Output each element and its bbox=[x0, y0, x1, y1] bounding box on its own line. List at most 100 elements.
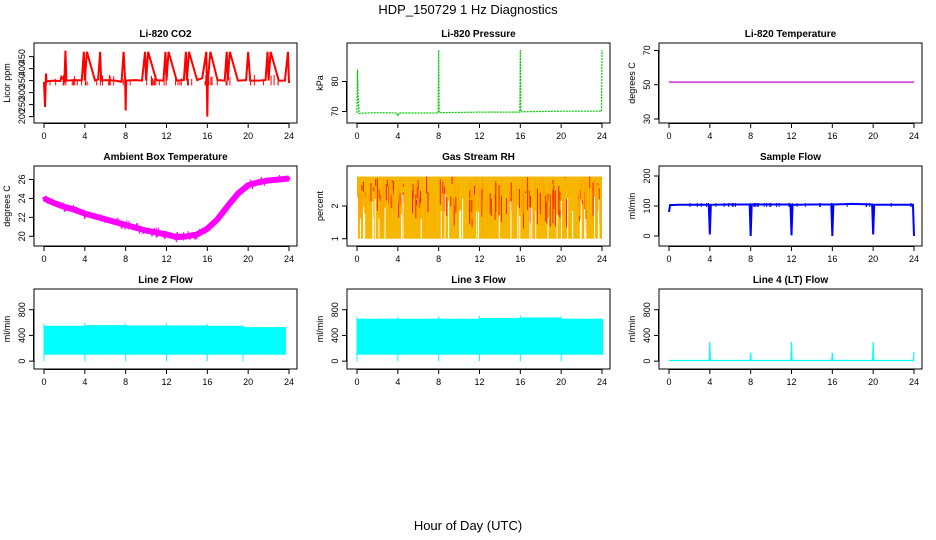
x-tick-label: 24 bbox=[597, 254, 607, 264]
area-block bbox=[397, 318, 439, 355]
y-tick-label: 200 bbox=[17, 109, 27, 124]
y-tick-label: 250 bbox=[17, 97, 27, 112]
panel-title: Line 3 Flow bbox=[451, 275, 506, 286]
figure-title: HDP_150729 1 Hz Diagnostics bbox=[378, 2, 558, 17]
x-tick-label: 24 bbox=[597, 131, 607, 141]
y-axis-label: degrees C bbox=[627, 62, 637, 104]
area-block bbox=[357, 318, 398, 355]
y-tick-label: 0 bbox=[17, 359, 27, 364]
x-tick-label: 8 bbox=[123, 254, 128, 264]
series-line bbox=[669, 341, 915, 362]
x-tick-label: 16 bbox=[827, 254, 837, 264]
x-tick-label: 4 bbox=[395, 377, 400, 387]
x-tick-label: 20 bbox=[243, 377, 253, 387]
y-axis-label: percent bbox=[315, 190, 325, 221]
y-tick-label: 80 bbox=[330, 76, 340, 86]
x-tick-label: 8 bbox=[748, 131, 753, 141]
chart-panel-7: Line 2 Flow ml/min 0 4 8 12 16 20 24 0 400 800 bbox=[2, 275, 298, 387]
x-tick-label: 20 bbox=[868, 131, 878, 141]
chart-panel-6: Sample Flow ml/min 0 4 8 12 16 20 24 0 100 200 bbox=[627, 152, 923, 264]
y-tick-label: 30 bbox=[642, 114, 652, 124]
x-tick-label: 20 bbox=[868, 377, 878, 387]
y-tick-label: 450 bbox=[17, 49, 27, 64]
x-tick-label: 20 bbox=[243, 131, 253, 141]
y-tick-label: 400 bbox=[17, 328, 27, 343]
x-tick-label: 20 bbox=[556, 377, 566, 387]
x-tick-label: 4 bbox=[82, 254, 87, 264]
panel-title: Li-820 CO2 bbox=[139, 29, 192, 40]
panel-title: Li-820 Pressure bbox=[441, 29, 516, 40]
area-block bbox=[84, 325, 126, 355]
x-tick-label: 20 bbox=[243, 254, 253, 264]
y-axis-label: ml/min bbox=[315, 316, 325, 343]
chart-panel-8: Line 3 Flow ml/min 0 4 8 12 16 20 24 0 400 800 bbox=[315, 275, 611, 387]
x-tick-label: 20 bbox=[868, 254, 878, 264]
x-tick-label: 12 bbox=[161, 131, 171, 141]
x-tick-label: 12 bbox=[161, 377, 171, 387]
y-tick-label: 70 bbox=[642, 45, 652, 55]
y-axis-label: Licor ppm bbox=[2, 63, 12, 103]
x-tick-label: 4 bbox=[82, 377, 87, 387]
x-tick-label: 8 bbox=[436, 254, 441, 264]
x-tick-label: 24 bbox=[597, 377, 607, 387]
x-tick-label: 8 bbox=[436, 377, 441, 387]
x-tick-label: 20 bbox=[556, 131, 566, 141]
plot-frame bbox=[658, 42, 923, 124]
chart-panel-4: Ambient Box Temperature degrees C 0 4 8 12 16 2… bbox=[2, 152, 298, 264]
x-tick-label: 12 bbox=[786, 254, 796, 264]
area-block bbox=[44, 325, 85, 355]
x-tick-label: 8 bbox=[436, 131, 441, 141]
area-block bbox=[243, 327, 285, 355]
y-tick-label: 70 bbox=[330, 106, 340, 116]
panel-title: Ambient Box Temperature bbox=[103, 152, 228, 163]
x-tick-label: 4 bbox=[707, 377, 712, 387]
y-tick-label: 24 bbox=[17, 193, 27, 203]
area-block bbox=[520, 317, 562, 355]
x-tick-label: 0 bbox=[41, 131, 46, 141]
x-axis-title: Hour of Day (UTC) bbox=[413, 518, 523, 533]
y-axis-label: ml/min bbox=[627, 316, 637, 343]
y-tick-label: 26 bbox=[17, 174, 27, 184]
area-block bbox=[479, 318, 521, 355]
x-tick-label: 8 bbox=[123, 377, 128, 387]
x-tick-label: 16 bbox=[515, 377, 525, 387]
x-tick-label: 16 bbox=[202, 377, 212, 387]
y-tick-label: 800 bbox=[330, 302, 340, 317]
x-tick-label: 16 bbox=[202, 254, 212, 264]
y-tick-label: 200 bbox=[642, 168, 652, 183]
x-tick-label: 16 bbox=[827, 377, 837, 387]
panel-title: Sample Flow bbox=[760, 152, 821, 163]
y-tick-label: 1 bbox=[330, 236, 340, 241]
x-tick-label: 0 bbox=[354, 131, 359, 141]
y-tick-label: 0 bbox=[642, 359, 652, 364]
x-tick-label: 24 bbox=[284, 377, 294, 387]
panel-title: Li-820 Temperature bbox=[745, 29, 837, 40]
y-tick-label: 400 bbox=[330, 328, 340, 343]
y-tick-label: 20 bbox=[17, 231, 27, 241]
x-tick-label: 12 bbox=[474, 254, 484, 264]
panel-title: Gas Stream RH bbox=[442, 152, 515, 163]
series-line bbox=[42, 175, 290, 241]
y-axis-label: kPa bbox=[315, 75, 325, 91]
chart-panel-2: Li-820 Pressure kPa 0 4 8 12 16 20 24 70 80 bbox=[315, 29, 611, 141]
x-tick-label: 12 bbox=[474, 377, 484, 387]
y-tick-label: 22 bbox=[17, 212, 27, 222]
y-tick-label: 800 bbox=[642, 302, 652, 317]
y-tick-label: 2 bbox=[330, 203, 340, 208]
y-tick-label: 300 bbox=[17, 85, 27, 100]
x-tick-label: 24 bbox=[909, 377, 919, 387]
y-tick-label: 800 bbox=[17, 302, 27, 317]
x-tick-label: 24 bbox=[284, 254, 294, 264]
y-axis-label: ml/min bbox=[2, 316, 12, 343]
x-tick-label: 12 bbox=[161, 254, 171, 264]
x-tick-label: 24 bbox=[909, 254, 919, 264]
x-tick-label: 0 bbox=[41, 254, 46, 264]
y-tick-label: 350 bbox=[17, 73, 27, 88]
area-block bbox=[438, 318, 480, 355]
y-tick-label: 0 bbox=[330, 359, 340, 364]
x-tick-label: 0 bbox=[666, 254, 671, 264]
panel-title: Line 4 (LT) Flow bbox=[753, 275, 829, 286]
y-axis-label: degrees C bbox=[2, 185, 12, 227]
